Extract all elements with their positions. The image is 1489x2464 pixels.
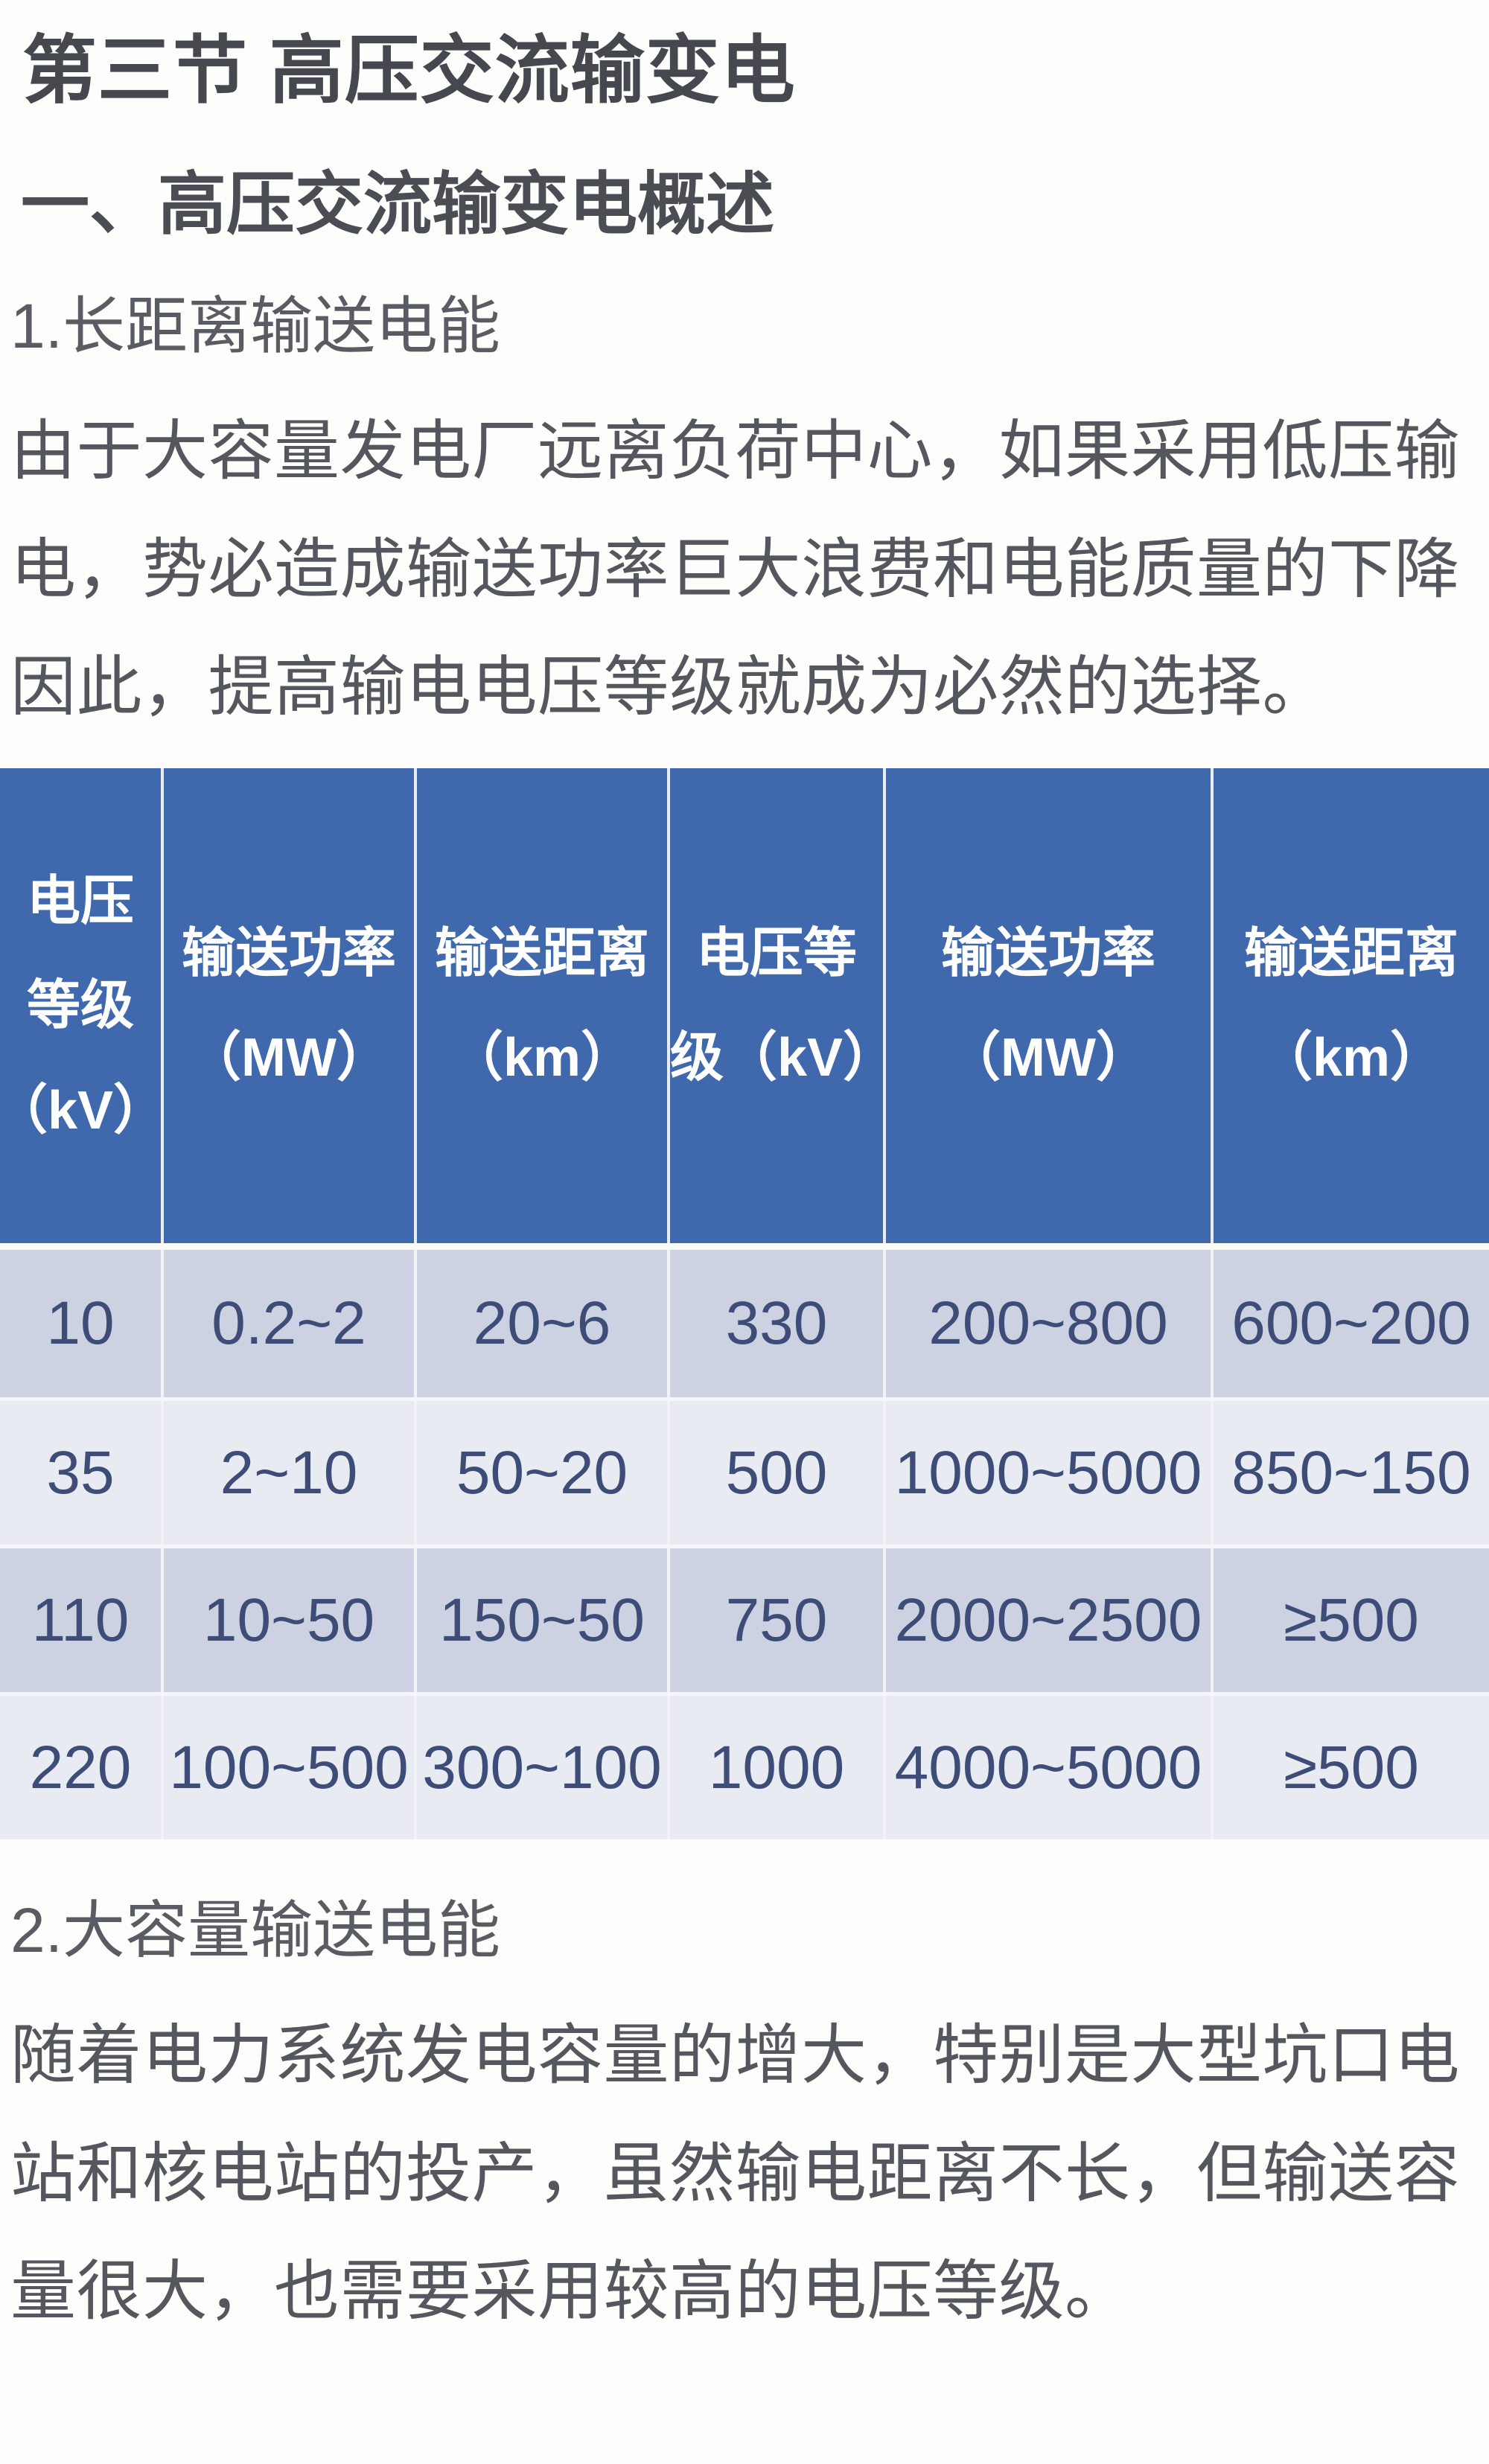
cell-voltage-right: 1000 [670, 1696, 886, 1840]
cell-voltage-left: 220 [0, 1696, 164, 1840]
cell-power-right: 4000~5000 [886, 1696, 1214, 1840]
cell-voltage-left: 110 [0, 1548, 164, 1693]
subheading-long-distance: 1.长距离输送电能 [10, 291, 501, 362]
cell-power-right: 2000~2500 [886, 1548, 1214, 1693]
page-title: 第三节 高压交流输变电 [22, 29, 796, 112]
header-voltage-level-left: 电压 等级 （kV） [0, 768, 167, 1244]
header-transmission-distance-left: 输送距离 （km） [417, 768, 670, 1244]
table-row: 110 10~50 150~50 750 2000~2500 ≥500 [0, 1545, 1489, 1693]
cell-power-right: 1000~5000 [886, 1401, 1214, 1545]
header-transmission-power-left: 输送功率 （MW） [164, 768, 417, 1244]
table-header-row: 电压 等级 （kV） 输送功率 （MW） 输送距离 （km） 电压等 级（kV）… [0, 768, 1489, 1251]
cell-voltage-right: 750 [670, 1548, 886, 1693]
cell-distance-left: 50~20 [417, 1401, 670, 1545]
voltage-transmission-table: 电压 等级 （kV） 输送功率 （MW） 输送距离 （km） 电压等 级（kV）… [0, 768, 1489, 1840]
cell-voltage-right: 500 [670, 1401, 886, 1545]
header-transmission-power-right: 输送功率 （MW） [886, 768, 1214, 1244]
cell-distance-right: 600~200 [1231, 1289, 1471, 1358]
cell-power-left: 2~10 [164, 1401, 417, 1545]
cell-distance-right: ≥500 [1284, 1733, 1419, 1801]
cell-distance-left: 20~6 [417, 1250, 670, 1398]
cell-voltage-left: 10 [0, 1250, 164, 1398]
table-row: 35 2~10 50~20 500 1000~5000 850~150 [0, 1397, 1489, 1545]
cell-distance-left: 300~100 [417, 1696, 670, 1840]
header-transmission-distance-right: 输送距离 （km） [1243, 923, 1458, 1088]
paragraph-large-capacity: 随着电力系统发电容量的增大，特别是大型坑口电 站和核电站的投产，虽然输电距离不长… [10, 2018, 1461, 2328]
cell-distance-left: 150~50 [417, 1548, 670, 1693]
cell-power-right: 200~800 [886, 1250, 1214, 1398]
cell-voltage-left: 35 [0, 1401, 164, 1545]
cell-voltage-right: 330 [670, 1250, 886, 1398]
cell-power-left: 10~50 [164, 1548, 417, 1693]
cell-distance-right: 850~150 [1231, 1438, 1471, 1507]
table-row: 10 0.2~2 20~6 330 200~800 600~200 [0, 1250, 1489, 1398]
header-voltage-level-right: 电压等 级（kV） [670, 768, 896, 1244]
table-row: 220 100~500 300~100 1000 4000~5000 ≥500 [0, 1692, 1489, 1840]
cell-power-left: 0.2~2 [164, 1250, 417, 1398]
cell-power-left: 100~500 [164, 1696, 417, 1840]
cell-distance-right: ≥500 [1284, 1586, 1419, 1654]
paragraph-long-distance: 由于大容量发电厂远离负荷中心，如果采用低压输 电，势必造成输送功率巨大浪费和电能… [10, 414, 1461, 724]
subheading-large-capacity: 2.大容量输送电能 [10, 1895, 501, 1966]
section-heading: 一、高压交流输变电概述 [21, 167, 775, 243]
